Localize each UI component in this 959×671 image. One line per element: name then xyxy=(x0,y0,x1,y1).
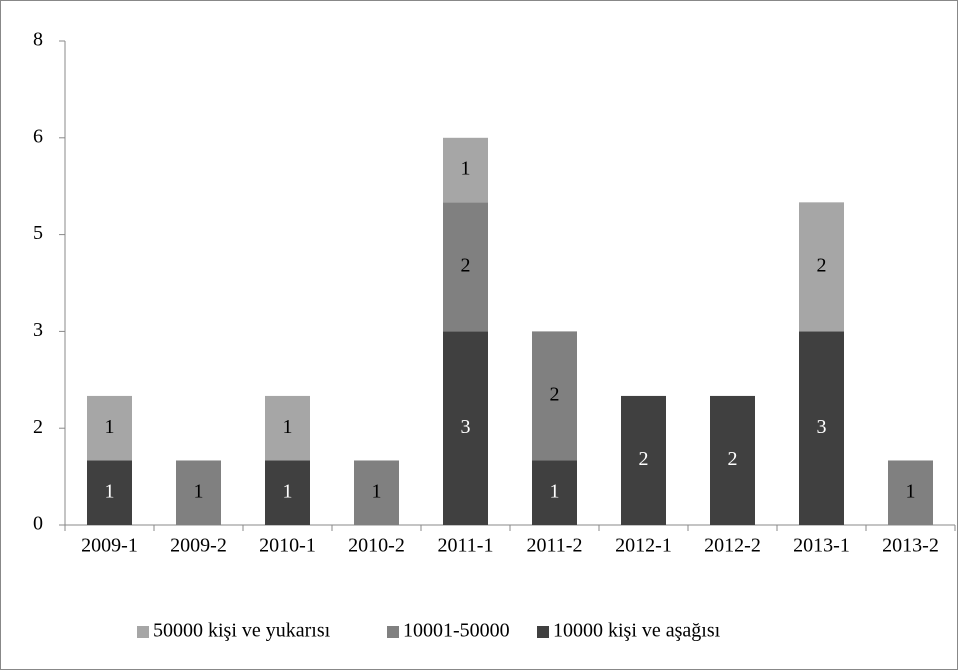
bar-segment xyxy=(532,460,577,525)
x-tick-label: 2009-1 xyxy=(81,535,138,557)
bar-segment xyxy=(443,202,488,332)
x-tick-label: 2013-2 xyxy=(882,535,939,557)
data-label: 2 xyxy=(461,254,471,276)
data-label: 1 xyxy=(550,480,560,502)
data-label: 2 xyxy=(550,384,560,406)
bar-segment xyxy=(621,395,666,525)
data-label: 1 xyxy=(194,480,204,502)
x-tick-label: 2011-1 xyxy=(438,535,494,557)
data-label: 3 xyxy=(461,416,471,438)
bar-segment xyxy=(443,331,488,525)
data-label: 2 xyxy=(817,254,827,276)
x-tick-label: 2009-2 xyxy=(170,535,227,557)
bar-segment xyxy=(87,395,132,461)
data-label: 2 xyxy=(639,448,649,470)
bar-segment xyxy=(354,460,399,525)
y-tick-label: 2 xyxy=(33,416,43,438)
data-label: 1 xyxy=(283,416,293,438)
x-tick-label: 2011-2 xyxy=(527,535,583,557)
x-tick-label: 2010-1 xyxy=(259,535,316,557)
data-label: 1 xyxy=(906,480,916,502)
data-label: 1 xyxy=(105,480,115,502)
y-tick-label: 5 xyxy=(33,222,43,244)
data-label: 3 xyxy=(817,416,827,438)
bar-segment xyxy=(710,395,755,525)
legend-label: 50000 kişi ve yukarısı xyxy=(153,620,331,642)
legend-swatch xyxy=(387,626,399,638)
bar-segment xyxy=(799,202,844,332)
bar-segment xyxy=(532,331,577,461)
bar-segment xyxy=(87,460,132,525)
y-tick-label: 8 xyxy=(33,29,43,51)
legend-swatch xyxy=(537,626,549,638)
y-tick-label: 6 xyxy=(33,125,43,147)
bar-segment xyxy=(265,395,310,461)
bar-segment xyxy=(799,331,844,525)
data-label: 2 xyxy=(728,448,738,470)
data-label: 1 xyxy=(283,480,293,502)
y-tick-label: 0 xyxy=(33,513,43,535)
x-tick-label: 2012-2 xyxy=(704,535,761,557)
data-label: 1 xyxy=(372,480,382,502)
bar-segment xyxy=(265,460,310,525)
x-tick-label: 2010-2 xyxy=(348,535,405,557)
legend-label: 10001-50000 xyxy=(403,620,510,642)
legend-swatch xyxy=(137,626,149,638)
data-label: 1 xyxy=(105,416,115,438)
y-tick-label: 3 xyxy=(33,319,43,341)
x-tick-label: 2012-1 xyxy=(615,535,672,557)
bar-segment xyxy=(176,460,221,525)
bar-segment xyxy=(888,460,933,525)
x-tick-label: 2013-1 xyxy=(793,535,850,557)
data-label: 1 xyxy=(461,158,471,180)
legend-label: 10000 kişi ve aşağısı xyxy=(553,620,721,642)
bar-segment xyxy=(443,137,488,203)
